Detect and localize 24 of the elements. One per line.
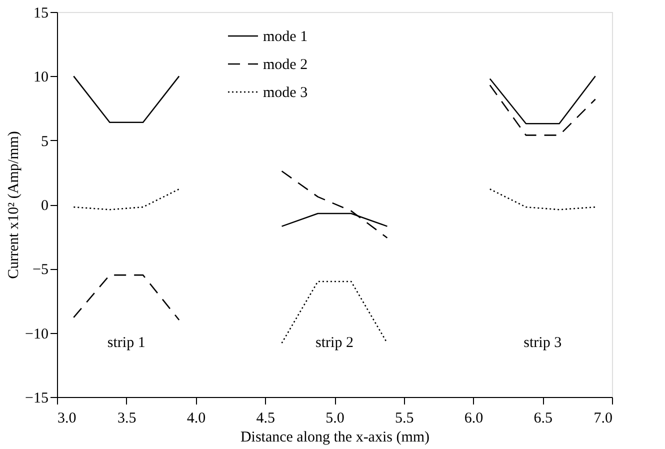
legend-label: mode 2: [263, 57, 308, 73]
x-tick-label: 4.5: [256, 410, 275, 426]
y-tick-label: −10: [25, 326, 48, 342]
x-tick-label: 4.0: [186, 410, 206, 426]
y-tick-label: 15: [34, 6, 48, 22]
x-tick-label: 6.5: [534, 410, 552, 426]
x-tick-label: 7.0: [594, 410, 612, 426]
x-tick-label: 5.0: [326, 410, 344, 426]
legend-label: mode 3: [263, 85, 308, 101]
y-tick-label: 0: [41, 198, 48, 214]
x-tick-label: 5.5: [395, 410, 414, 426]
y-tick-label: 10: [34, 70, 48, 86]
legend-label: mode 1: [263, 29, 308, 45]
x-tick-label: 3.5: [118, 410, 136, 426]
y-axis-title: Current x10² (Amp/mm): [6, 131, 22, 279]
y-tick-label: 5: [41, 134, 48, 150]
y-tick-label: −5: [32, 262, 48, 278]
x-tick-label: 3.0: [58, 410, 76, 426]
y-tick-label: −15: [25, 390, 48, 406]
x-tick-label: 6.0: [464, 410, 484, 426]
annotation: strip 3: [524, 335, 562, 351]
annotation: strip 2: [316, 335, 354, 351]
x-axis-title: Distance along the x-axis (mm): [240, 430, 430, 446]
annotation: strip 1: [107, 335, 146, 351]
